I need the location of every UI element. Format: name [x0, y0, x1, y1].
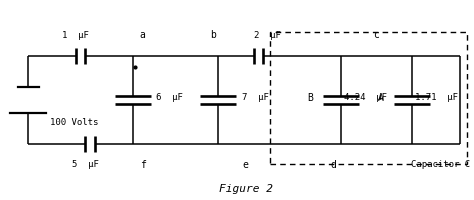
- Text: e: e: [242, 160, 248, 170]
- Text: b: b: [210, 30, 216, 40]
- Text: A: A: [378, 93, 384, 103]
- Text: 4.24  μF: 4.24 μF: [344, 94, 387, 102]
- Text: 100 Volts: 100 Volts: [50, 118, 98, 127]
- Text: 7  μF: 7 μF: [242, 94, 269, 102]
- Text: d: d: [330, 160, 336, 170]
- Text: c: c: [373, 30, 379, 40]
- Text: Capacitor C: Capacitor C: [411, 160, 470, 169]
- Text: 1.71  μF: 1.71 μF: [415, 94, 458, 102]
- Text: 1  μF: 1 μF: [63, 31, 89, 40]
- Text: 2  μF: 2 μF: [255, 31, 281, 40]
- Text: a: a: [140, 30, 146, 40]
- Text: f: f: [140, 160, 146, 170]
- Text: 5  μF: 5 μF: [72, 160, 99, 169]
- Text: B: B: [307, 93, 313, 103]
- Bar: [270, 32, 467, 164]
- Text: Figure 2: Figure 2: [219, 184, 273, 194]
- Text: 6  μF: 6 μF: [156, 94, 183, 102]
